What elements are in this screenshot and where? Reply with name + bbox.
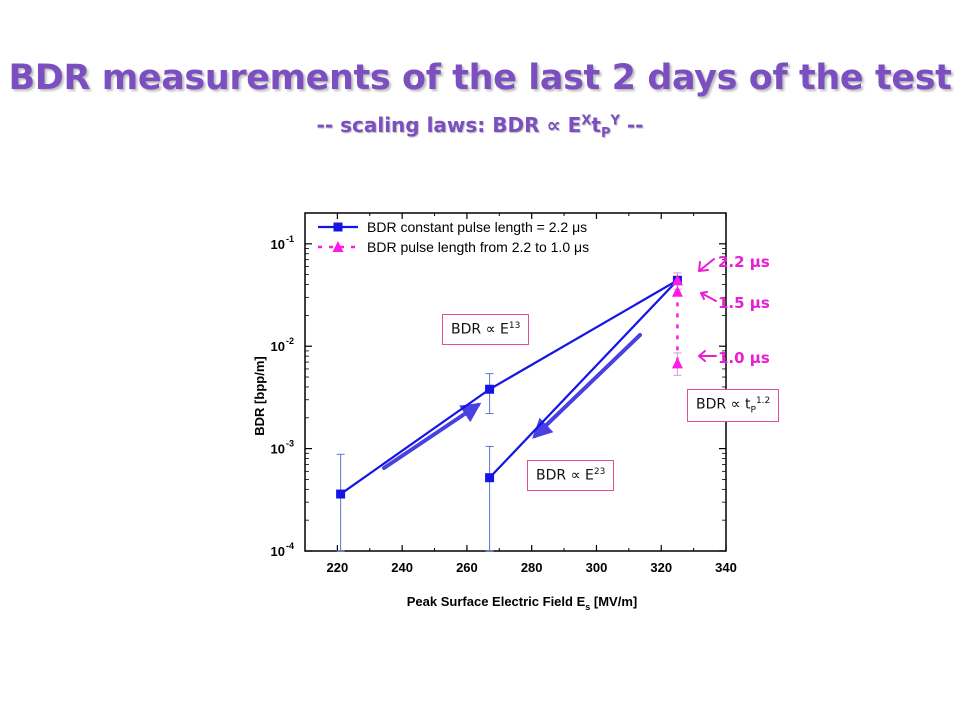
annotation-tp-sub: P bbox=[750, 405, 756, 416]
pointer-arrow-2-2 bbox=[698, 258, 715, 272]
data-point-triangle bbox=[671, 274, 683, 286]
y-tick-label-exponent: -1 bbox=[286, 234, 294, 244]
annotation-e23-exp: 23 bbox=[593, 467, 606, 477]
y-tick-label: 10 bbox=[271, 237, 285, 252]
subtitle-exp-y: Y bbox=[610, 113, 620, 129]
x-tick-label: 340 bbox=[715, 560, 737, 575]
slide-title: BDR measurements of the last 2 days of t… bbox=[8, 58, 952, 98]
subtitle-suffix: -- bbox=[619, 113, 644, 137]
pulse-label-2-2: 2.2 μs bbox=[718, 253, 770, 271]
x-tick-label: 280 bbox=[521, 560, 543, 575]
data-point-triangle bbox=[671, 357, 683, 369]
annotation-e13-text: BDR ∝ E bbox=[451, 321, 509, 338]
plot-area-border bbox=[304, 212, 727, 552]
x-axis-label: Peak Surface Electric Field Es [MV/m] bbox=[407, 594, 637, 612]
plot-data bbox=[336, 272, 683, 552]
annotation-e23-text: BDR ∝ E bbox=[536, 467, 594, 484]
y-tick-label: 10 bbox=[271, 442, 285, 457]
data-point-square bbox=[336, 489, 346, 499]
subtitle-exp-x: X bbox=[581, 113, 592, 129]
y-axis-label: BDR [bpp/m] bbox=[252, 356, 267, 435]
subtitle-sub-p: P bbox=[600, 126, 611, 141]
y-tick-label-exponent: -2 bbox=[286, 336, 294, 346]
pulse-label-1-5: 1.5 μs bbox=[718, 294, 770, 312]
data-point-square bbox=[485, 473, 495, 483]
x-tick-label: 300 bbox=[586, 560, 608, 575]
trend-arrow-e13 bbox=[382, 402, 482, 470]
annotation-e13: BDR ∝ E13 bbox=[442, 314, 530, 345]
data-point-square bbox=[485, 384, 495, 394]
pulse-label-1-0: 1.0 μs bbox=[718, 349, 770, 367]
x-tick-label: 260 bbox=[456, 560, 478, 575]
data-point-triangle bbox=[671, 285, 683, 297]
x-axis-label-sub: s bbox=[585, 602, 590, 612]
y-tick-label-exponent: -4 bbox=[286, 541, 294, 551]
pulse-pointer-arrows bbox=[698, 258, 717, 362]
x-axis-label-unit: [MV/m] bbox=[590, 594, 637, 609]
x-tick-label: 220 bbox=[327, 560, 349, 575]
x-axis-label-main: Peak Surface Electric Field E bbox=[407, 594, 586, 609]
annotation-e13-exp: 13 bbox=[508, 321, 521, 331]
legend-marker-square bbox=[333, 222, 343, 232]
series-1-line bbox=[488, 279, 679, 479]
x-tick-label: 320 bbox=[650, 560, 672, 575]
legend-marker-triangle bbox=[332, 241, 344, 252]
legend-label: BDR constant pulse length = 2.2 μs bbox=[367, 219, 587, 235]
annotation-tp-text: BDR ∝ t bbox=[696, 396, 751, 413]
y-tick-label: 10 bbox=[271, 544, 285, 559]
y-tick-label: 10 bbox=[271, 339, 285, 354]
subtitle-prefix: -- scaling laws: BDR ∝ E bbox=[316, 113, 582, 137]
annotation-e23: BDR ∝ E23 bbox=[527, 460, 615, 491]
x-tick-label: 240 bbox=[391, 560, 413, 575]
pointer-arrow-1-0 bbox=[698, 350, 717, 362]
subtitle-t: t bbox=[591, 113, 601, 137]
plot-frame bbox=[304, 212, 727, 552]
slide-subtitle: -- scaling laws: BDR ∝ EXtPY -- bbox=[0, 113, 960, 141]
legend-label: BDR pulse length from 2.2 to 1.0 μs bbox=[367, 239, 589, 255]
y-tick-label-exponent: -3 bbox=[286, 439, 294, 449]
trend-arrow-e23 bbox=[532, 333, 642, 439]
legend: BDR constant pulse length = 2.2 μs BDR pu… bbox=[318, 219, 589, 255]
annotation-tp: BDR ∝ tP1.2 bbox=[687, 389, 780, 423]
annotation-tp-exp: 1.2 bbox=[755, 396, 771, 406]
trend-arrows bbox=[382, 333, 642, 470]
pointer-arrow-1-5 bbox=[700, 291, 717, 302]
